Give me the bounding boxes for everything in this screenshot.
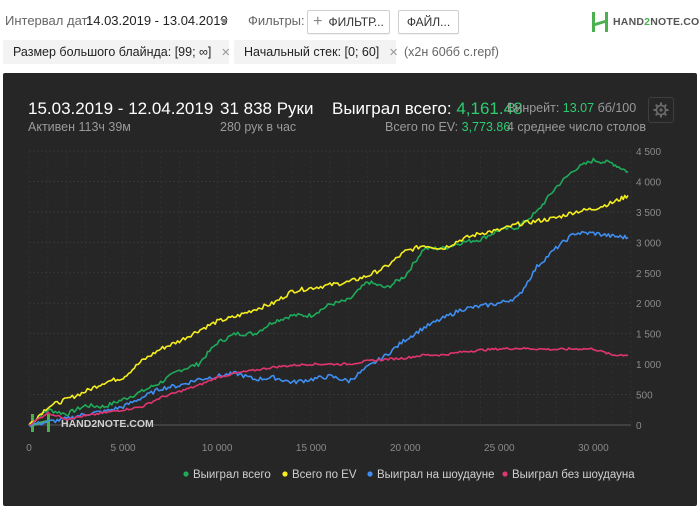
legend-marker	[502, 471, 508, 477]
filter-chip-label: Начальный стек: [0; 60]	[244, 45, 380, 59]
date-range-label: Интервал дат:	[5, 13, 92, 28]
watermark-text: HAND2NOTE.COM	[61, 418, 154, 430]
gear-icon	[653, 102, 669, 118]
filter-chip-start-stack[interactable]: Начальный стек: [0; 60] ×	[234, 40, 399, 64]
x-axis-ticks: 0 5 000 10 000 15 000 20 000 25 000 30 000	[26, 443, 609, 454]
series-line	[28, 194, 629, 426]
settings-button[interactable]	[648, 97, 674, 123]
close-icon[interactable]: ×	[221, 43, 231, 61]
y-tick-label: 2 000	[636, 299, 661, 310]
add-filter-button[interactable]: + ФИЛЬТР...	[307, 10, 390, 34]
y-tick-label: 1 000	[636, 360, 661, 371]
logo-icon	[592, 12, 608, 32]
tables-count: 4 среднее число столов	[507, 120, 647, 134]
legend-label: Всего по EV	[292, 469, 357, 481]
y-tick-label: 4 500	[636, 147, 661, 158]
legend-label: Выиграл на шоудауне	[377, 469, 495, 481]
filter-chip-label: Размер большого блайнда: [99; ∞]	[13, 45, 212, 59]
file-button[interactable]: ФАЙЛ...	[398, 10, 459, 34]
graph-panel	[3, 73, 697, 506]
x-tick-label: 20 000	[390, 443, 421, 454]
chart-watermark: HAND2NOTE.COM	[31, 414, 154, 432]
y-tick-label: 2 500	[636, 269, 661, 280]
chart-grid	[28, 150, 632, 426]
plus-icon: +	[313, 13, 323, 30]
y-tick-label: 0	[636, 421, 642, 432]
chevron-down-icon[interactable]	[220, 19, 228, 24]
hands-rate: 280 рук в час	[220, 120, 297, 134]
active-time-text: Активен 113ч 39м	[28, 120, 131, 134]
date-range-select[interactable]: 14.03.2019 - 13.04.2019	[86, 13, 228, 28]
series-line	[28, 346, 629, 426]
x-tick-label: 0	[26, 443, 32, 454]
y-tick-label: 3 000	[636, 238, 661, 249]
filter-chip-big-blind[interactable]: Размер большого блайнда: [99; ∞] ×	[3, 40, 231, 64]
legend-label: Выиграл без шоудауна	[512, 469, 635, 481]
legend-marker	[282, 471, 288, 477]
x-tick-label: 15 000	[296, 443, 327, 454]
hands-count: 31 838 Руки	[220, 99, 314, 118]
logo: HAND2NOTE.COM	[591, 10, 700, 34]
chart-series	[28, 157, 629, 428]
source-note: (х2н 60бб с.repf)	[404, 45, 499, 59]
legend-label: Выиграл всего	[193, 469, 271, 481]
y-axis-ticks: 0 500 1 000 1 500 2 000 2 500 3 000 3 500 4 000 4…	[636, 147, 661, 432]
x-tick-label: 10 000	[202, 443, 233, 454]
toolbar: Интервал дат: 14.03.2019 - 13.04.2019 Фи…	[0, 0, 700, 72]
x-tick-label: 25 000	[484, 443, 515, 454]
add-filter-label: ФИЛЬТР...	[328, 15, 384, 29]
chart-legend: Выиграл всего Всего по EV Выиграл на шоуда…	[183, 469, 635, 481]
y-tick-label: 1 500	[636, 330, 661, 341]
x-tick-label: 5 000	[111, 443, 136, 454]
y-tick-label: 4 000	[636, 177, 661, 188]
logo-text: HAND2NOTE.COM	[613, 16, 700, 28]
x-tick-label: 30 000	[578, 443, 609, 454]
series-line	[28, 157, 629, 426]
winrate: Винрейт: 13.07 бб/100	[507, 101, 637, 115]
total-won: Выиграл всего: 4,161.48	[332, 99, 523, 118]
legend-marker	[367, 471, 373, 477]
close-icon[interactable]: ×	[389, 43, 399, 61]
series-line	[28, 230, 629, 428]
legend-marker	[183, 471, 189, 477]
period-text: 15.03.2019 - 12.04.2019	[28, 99, 214, 118]
filters-label: Фильтры:	[248, 13, 305, 28]
y-tick-label: 500	[636, 391, 653, 402]
total-ev: Всего по EV: 3,773.86	[385, 120, 511, 134]
y-tick-label: 3 500	[636, 208, 661, 219]
